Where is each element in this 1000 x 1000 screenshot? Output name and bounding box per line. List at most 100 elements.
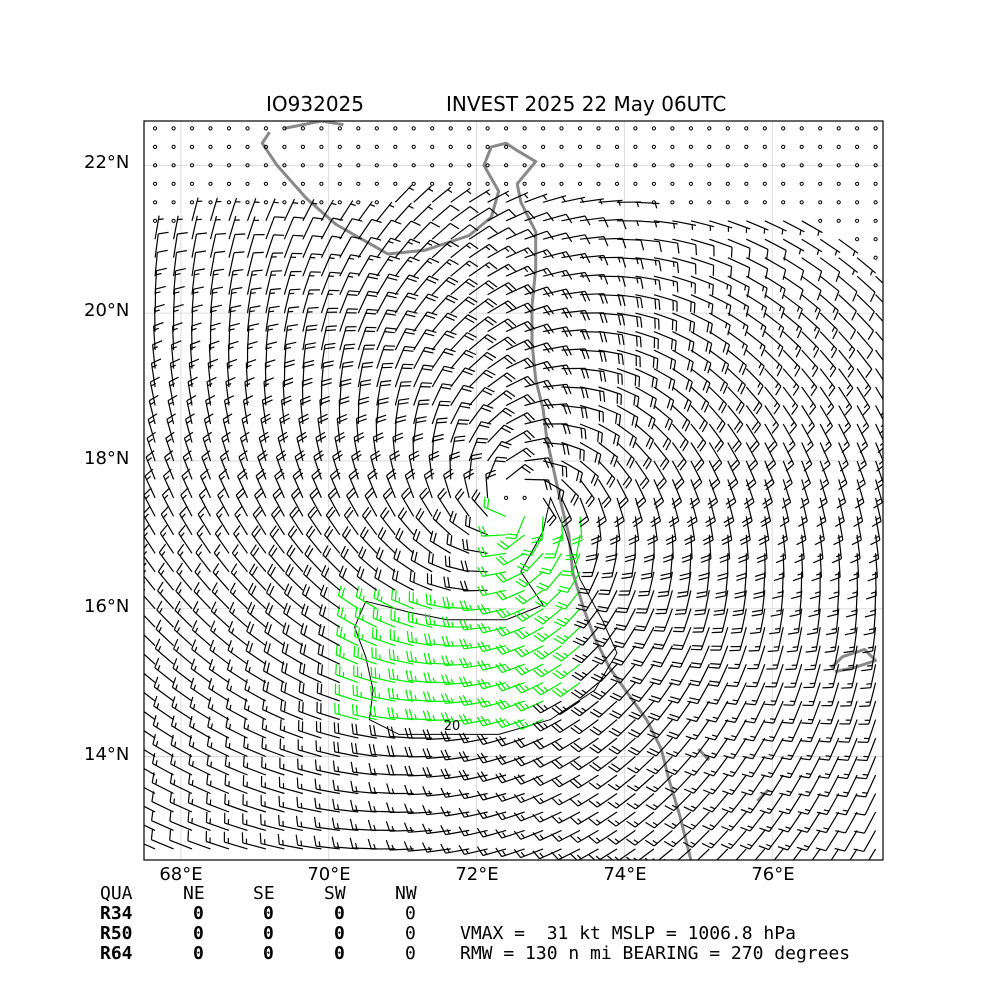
wind-barb [427, 552, 451, 573]
wind-barb [696, 571, 710, 599]
wind-barb [431, 348, 456, 369]
wind-barb [766, 645, 784, 670]
wind-barb [296, 796, 322, 813]
calm-circle [614, 181, 620, 186]
wind-barb [408, 450, 420, 480]
wind-barb [431, 240, 460, 259]
calm-circle [337, 200, 342, 205]
wind-barb [446, 533, 470, 554]
wind-barb [745, 312, 767, 338]
wind-barb [727, 405, 744, 434]
calm-circle [633, 126, 638, 131]
wind-barb [350, 761, 377, 776]
calm-circle [171, 200, 176, 205]
wind-barb [598, 312, 626, 326]
wind-barb [320, 307, 339, 332]
calm-circle [651, 126, 657, 131]
calm-circle [541, 126, 546, 131]
wind-barb [561, 271, 591, 283]
wind-barb [762, 719, 784, 742]
wind-barb [431, 400, 451, 425]
calm-circle [633, 144, 638, 149]
calm-circle [467, 181, 472, 186]
wind-barb [653, 442, 670, 471]
wind-barb [404, 468, 416, 499]
calm-circle [614, 126, 620, 131]
wind-barb [191, 268, 206, 295]
wind-barb [764, 275, 786, 300]
calm-circle [559, 181, 564, 186]
wind-barb [409, 570, 433, 591]
wind-barb [702, 793, 729, 813]
wind-barb [647, 719, 673, 739]
wind-barb [856, 460, 866, 491]
wind-barb [353, 432, 365, 462]
calm-circle [725, 181, 730, 186]
wind-barb [265, 583, 285, 610]
calm-circle [762, 163, 767, 168]
wind-barb [265, 323, 279, 351]
wind-barb [246, 251, 264, 277]
wind-barb [335, 644, 359, 665]
wind-barb [635, 257, 662, 272]
calm-circle [762, 181, 767, 186]
wind-barb [628, 700, 655, 720]
wind-barb [653, 331, 677, 352]
wind-barb [385, 468, 397, 499]
wind-barb [283, 198, 299, 222]
wind-barb [242, 395, 254, 425]
calm-circle [263, 126, 268, 131]
wind-barb [862, 627, 877, 654]
wind-barb [838, 719, 858, 743]
wind-barb [779, 774, 803, 797]
wind-barb [632, 626, 655, 649]
wind-barb [801, 423, 814, 453]
wind-barb [191, 215, 202, 240]
wind-barb [154, 249, 168, 277]
wind-barb [727, 423, 742, 453]
wind-barb [533, 663, 562, 678]
calm-circle [577, 126, 583, 131]
wind-barb [495, 552, 525, 566]
wind-barb [779, 497, 790, 528]
wind-barb [728, 645, 747, 669]
wind-barb [313, 450, 324, 480]
wind-barb [214, 525, 230, 554]
wind-barb [476, 809, 507, 820]
calm-circle [688, 163, 694, 168]
calm-circle [744, 200, 749, 205]
wind-barb [532, 719, 562, 732]
wind-barb [589, 700, 618, 718]
wind-barb [608, 719, 636, 737]
wind-barb [745, 442, 759, 472]
wind-barb [856, 275, 876, 302]
wind-barb [370, 686, 396, 702]
row-label-r50: R50 [100, 923, 133, 944]
wind-barb [198, 487, 212, 517]
wind-barb [339, 343, 356, 369]
wind-barb [666, 719, 692, 740]
wind-barb [373, 587, 396, 610]
wind-barb [458, 789, 488, 800]
table-cell: 0 [405, 943, 416, 964]
wind-barb [154, 215, 164, 240]
wind-barb [598, 571, 618, 595]
wind-barb [672, 257, 697, 275]
wind-barb [616, 423, 637, 449]
wind-barb [206, 773, 230, 795]
wind-barb [440, 843, 470, 854]
wind-barb [367, 819, 396, 831]
wind-barb [811, 848, 821, 860]
wind-barb [875, 368, 883, 397]
wind-barb [823, 645, 840, 671]
calm-circle [781, 200, 786, 205]
wind-barb [864, 590, 877, 618]
wind-barb [684, 756, 710, 776]
wind-barb [157, 562, 175, 591]
wind-barb [672, 386, 692, 412]
wind-barb [745, 460, 757, 491]
wind-barb [811, 553, 822, 582]
table-cell: 0 [193, 923, 204, 944]
calm-circle [171, 126, 176, 131]
calm-circle [836, 126, 841, 131]
